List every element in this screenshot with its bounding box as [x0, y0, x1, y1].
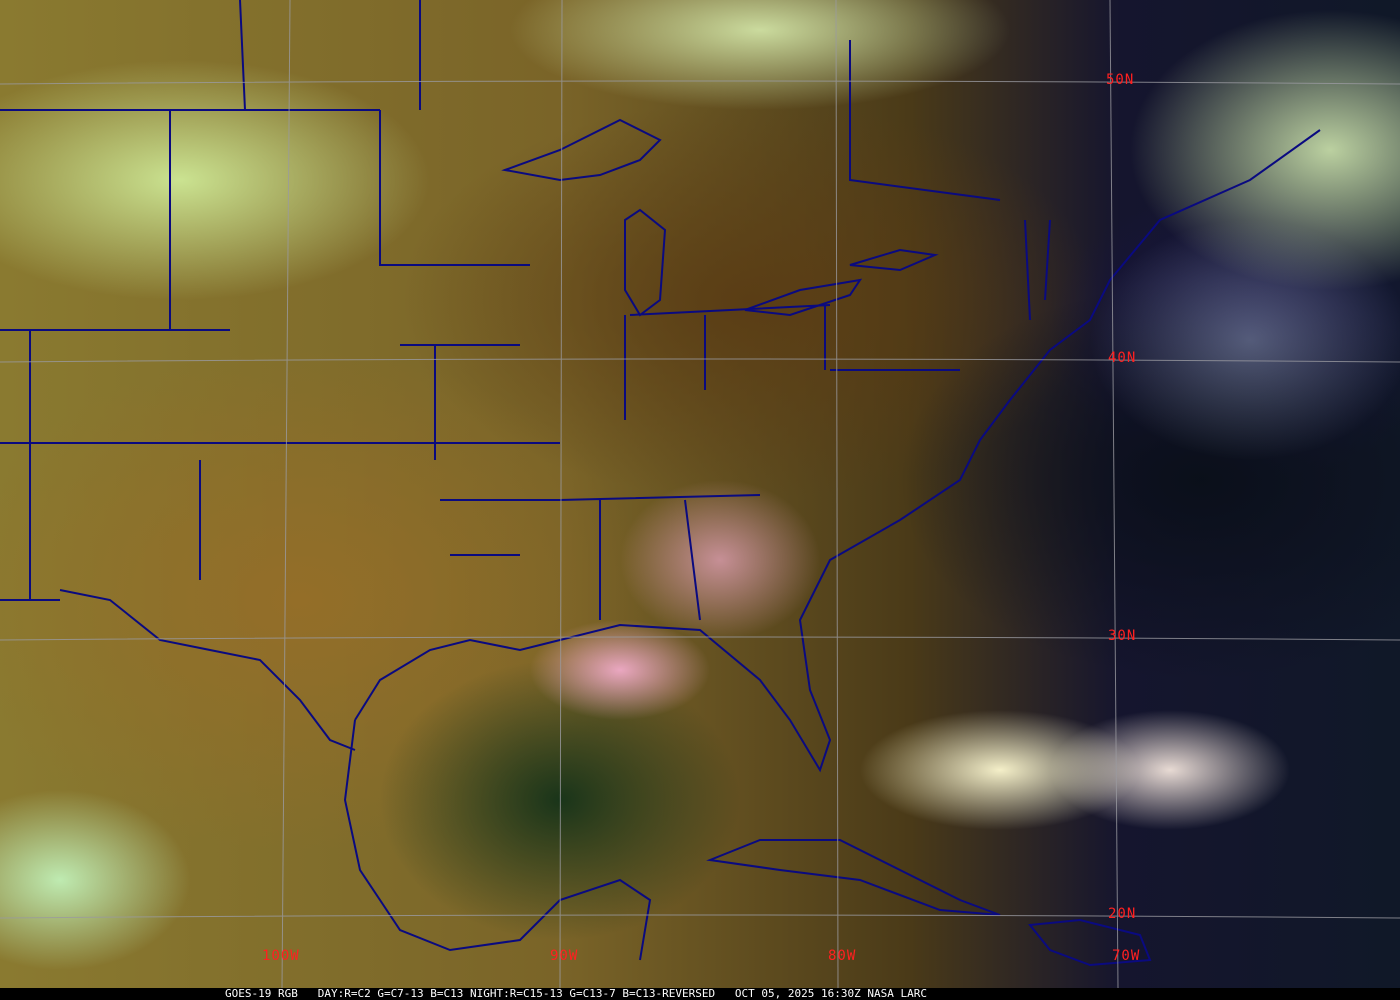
- mexico-coast: [343, 719, 652, 961]
- hispaniola: [1028, 918, 1152, 967]
- gridline-40n: [0, 358, 1400, 363]
- gridline-100w: [281, 0, 291, 988]
- lake-erie: [744, 278, 863, 317]
- latitude-label-50n: 50N: [1106, 72, 1135, 88]
- image-caption: GOES-19 RGB DAY:R=C2 G=C7-13 B=C13 NIGHT…: [0, 988, 1400, 1000]
- gridline-90w: [559, 0, 563, 988]
- gridline-80w: [835, 0, 839, 988]
- gridline-50n: [0, 80, 1400, 85]
- cuba: [706, 839, 1001, 916]
- latitude-label-30n: 30N: [1108, 628, 1137, 644]
- longitude-label-100w: 100W: [262, 948, 300, 964]
- gridline-70w: [1109, 0, 1119, 988]
- longitude-label-80w: 80W: [828, 948, 857, 964]
- gridline-30n: [0, 636, 1400, 641]
- state-borders: [0, 0, 1051, 621]
- latitude-label-20n: 20N: [1108, 906, 1137, 922]
- gridline-20n: [0, 914, 1400, 919]
- longitude-label-90w: 90W: [550, 948, 579, 964]
- lake-ontario: [849, 248, 939, 272]
- gulf-coast: [354, 399, 1011, 773]
- east-coast: [1009, 129, 1321, 401]
- latitude-label-40n: 40N: [1108, 350, 1137, 366]
- texas-border: [59, 589, 356, 751]
- longitude-label-70w: 70W: [1112, 948, 1141, 964]
- lake-michigan: [624, 208, 667, 317]
- great-lakes-outline: [501, 118, 662, 182]
